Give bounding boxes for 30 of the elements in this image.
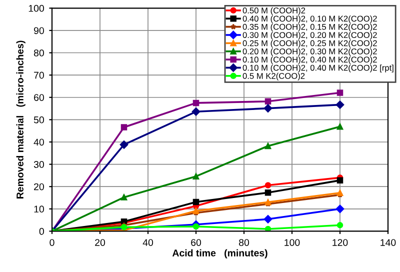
y-tick-label: 60 (34, 94, 44, 101)
legend-label: 0.35 M (COOH)2, 0.15 M K2(COO)2 (242, 24, 377, 32)
legend-label: 0.10 M (COOH)2, 0.40 M K2(COO)2 [rpt] (242, 64, 394, 72)
x-tick-label: 80 (239, 239, 250, 246)
y-tick-label: 20 (34, 183, 44, 190)
y-tick-label: 100 (28, 4, 44, 12)
legend-label: 0.20 M (COOH)2, 0.30 M K2(COO)2 (242, 48, 377, 56)
x-tick-label: 40 (142, 239, 154, 246)
legend-label: 0.50 M (COOH)2 (242, 7, 306, 16)
y-tick-label: 50 (34, 116, 44, 124)
x-tick-label: 0 (50, 239, 54, 246)
y-tick-label: 40 (34, 138, 44, 146)
y-tick-label: 30 (34, 161, 44, 168)
y-axis-title: Removed material (micro-inches) (16, 40, 26, 198)
legend-label: 0.25 M (COOH)2, 0.25 M K2(COO)2 (242, 40, 377, 48)
x-tick-label: 60 (191, 239, 202, 246)
x-tick-label: 100 (284, 239, 300, 246)
legend-label: 0.10 M (COOH)2, 0.40 M K2(COO)2 (242, 56, 377, 64)
legend-label: 0.30 M (COOH)2, 0.20 M K2(COO)2 (242, 32, 377, 40)
legend-label: 0.5 M K2(COO)2 (242, 72, 305, 81)
y-tick-label: 70 (34, 72, 44, 79)
y-tick-label: 10 (34, 206, 44, 213)
x-tick-label: 120 (332, 239, 348, 246)
legend-label: 0.40 M (COOH)2, 0.10 M K2(COO)2 (242, 15, 377, 24)
y-tick-label: 90 (34, 27, 44, 34)
y-tick-label: 0 (39, 228, 44, 235)
x-axis-title: Acid time (minutes) (172, 249, 268, 258)
y-tick-label: 80 (34, 50, 44, 56)
x-tick-label: 20 (95, 239, 106, 246)
x-tick-label: 140 (380, 239, 396, 246)
